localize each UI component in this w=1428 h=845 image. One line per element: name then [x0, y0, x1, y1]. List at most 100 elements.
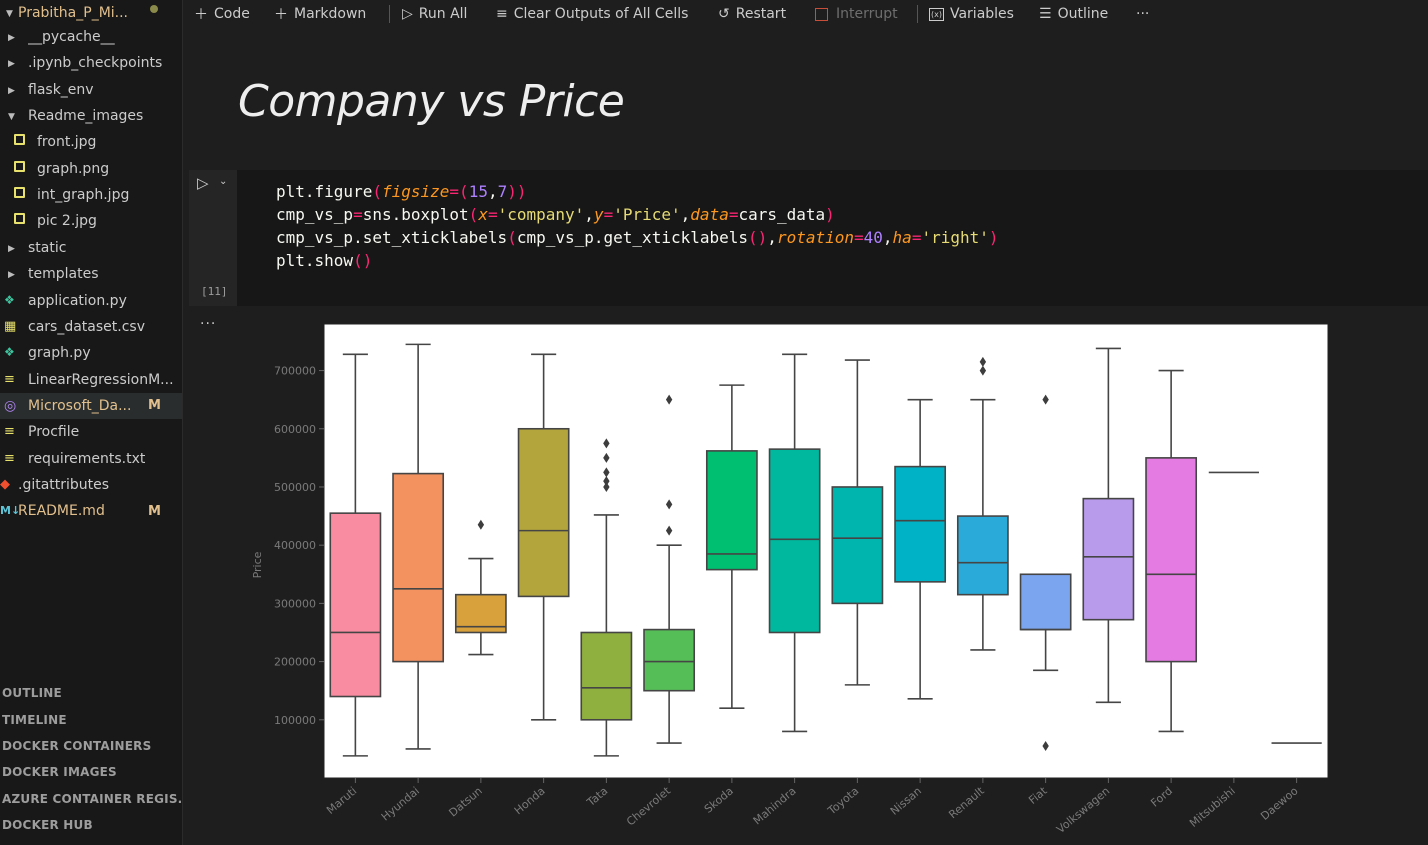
sidebar-pane-header[interactable]: DOCKER HUB: [2, 818, 93, 832]
explorer-item-label: pic 2.jpg: [37, 213, 97, 230]
stop-icon: [815, 7, 828, 21]
x-tick-label: Nissan: [888, 784, 924, 817]
explorer-item[interactable]: ≡ Procfile: [0, 419, 182, 445]
run-options-chevron-icon[interactable]: ⌄: [219, 176, 228, 187]
sidebar-pane-header[interactable]: DOCKER IMAGES: [2, 765, 117, 779]
box: [580, 631, 633, 721]
explorer-item[interactable]: ◆ .gitattributes: [0, 472, 182, 498]
output-more-button[interactable]: ···: [200, 316, 217, 332]
image-file-icon: [14, 187, 25, 201]
restart-button[interactable]: ↺ Restart: [718, 4, 786, 24]
explorer-item[interactable]: M↓ README.md M: [0, 498, 182, 524]
chevron-right-icon: ▶: [8, 33, 15, 43]
explorer-item-label: Microsoft_Da...: [28, 397, 132, 414]
git-modified-badge: M: [148, 503, 161, 519]
box: [705, 450, 758, 571]
x-tick-label: Ford: [1148, 784, 1175, 809]
explorer-item-label: Procfile: [28, 424, 80, 441]
variables-icon: (x): [929, 7, 944, 21]
code-line[interactable]: cmp_vs_p=sns.boxplot(x='company',y='Pric…: [276, 205, 835, 224]
x-tick-label: Renault: [946, 784, 987, 821]
more-actions-button[interactable]: ···: [1136, 6, 1150, 22]
explorer-item-label: front.jpg: [37, 134, 97, 151]
y-axis-label: Price: [251, 551, 264, 578]
outlier-point: [979, 365, 987, 376]
explorer-item-label: .ipynb_checkpoints: [28, 55, 163, 72]
run-all-button[interactable]: ▷ Run All: [402, 4, 467, 24]
outlier-point: [665, 525, 673, 536]
explorer-item[interactable]: ▶ static: [0, 235, 182, 261]
chevron-down-icon: ▼: [8, 112, 15, 123]
modified-dot-icon: [150, 5, 158, 13]
explorer-item-label: flask_env: [28, 81, 94, 98]
sidebar-pane-header[interactable]: AZURE CONTAINER REGIS...: [2, 792, 183, 806]
chevron-right-icon: ▶: [8, 270, 15, 281]
explorer-item[interactable]: ▶ templates: [0, 261, 182, 287]
explorer-item-label: README.md: [18, 503, 105, 520]
markdown-heading[interactable]: Company vs Price: [238, 76, 625, 127]
x-tick-label: Fiat: [1026, 784, 1050, 807]
box: [956, 515, 1009, 596]
run-cell-button[interactable]: ▷: [197, 174, 209, 192]
chevron-right-icon: ▶: [8, 59, 15, 70]
variables-button[interactable]: (x) Variables: [929, 4, 1014, 24]
explorer-item[interactable]: ▶ flask_env: [0, 77, 182, 103]
outlier-point: [665, 499, 673, 510]
toolbar-divider: [389, 5, 390, 23]
outlier-point: [603, 452, 610, 463]
toolbar-divider: [917, 5, 918, 23]
explorer-item-label: .gitattributes: [18, 476, 110, 493]
cell-gutter: [189, 170, 237, 306]
text-file-icon: ≡: [4, 424, 15, 440]
explorer-item-label: templates: [28, 266, 99, 283]
explorer-item[interactable]: ▦ cars_dataset.csv: [0, 314, 182, 340]
explorer-item[interactable]: ≡ requirements.txt: [0, 446, 182, 472]
explorer-item[interactable]: ▼ Readme_images: [0, 103, 182, 129]
explorer-item[interactable]: front.jpg: [0, 129, 182, 155]
python-file-icon: ❖: [4, 345, 15, 360]
explorer-item[interactable]: ▶ __pycache__: [0, 24, 182, 50]
y-tick-label: 200000: [274, 656, 316, 669]
csv-file-icon: ▦: [4, 318, 17, 334]
explorer-item[interactable]: pic 2.jpg: [0, 208, 182, 234]
workspace-header[interactable]: ▼ Prabitha_P_Mi...: [0, 0, 182, 26]
clear-outputs-button[interactable]: ≡ Clear Outputs of All Cells: [496, 4, 688, 24]
x-tick-label: Mitsubishi: [1187, 784, 1238, 830]
explorer-item[interactable]: int_graph.jpg: [0, 182, 182, 208]
explorer-item[interactable]: ▶ .ipynb_checkpoints: [0, 50, 182, 76]
explorer-item-label: __pycache__: [28, 29, 115, 45]
explorer-item[interactable]: ◎ Microsoft_Da... M: [0, 392, 182, 419]
sidebar-pane-header[interactable]: DOCKER CONTAINERS: [2, 739, 152, 753]
code-line[interactable]: plt.show(): [276, 251, 373, 270]
explorer-item[interactable]: ≡ LinearRegressionM...: [0, 367, 182, 393]
sidebar-pane-header[interactable]: TIMELINE: [2, 713, 67, 727]
image-file-icon: [14, 134, 25, 148]
outlier-point: [1042, 740, 1049, 751]
code-line[interactable]: cmp_vs_p.set_xticklabels(cmp_vs_p.get_xt…: [276, 228, 999, 247]
run-all-label: Run All: [418, 6, 468, 22]
code-editor[interactable]: [237, 170, 1428, 306]
add-code-button[interactable]: ＋ Code: [194, 4, 250, 24]
text-file-icon: ≡: [4, 371, 15, 387]
restart-icon: ↺: [718, 6, 730, 22]
outlier-point: [477, 519, 485, 530]
outlier-point: [603, 481, 610, 492]
git-modified-badge: M: [148, 398, 161, 414]
sidebar-pane-header[interactable]: OUTLINE: [2, 686, 62, 700]
box: [1145, 457, 1198, 663]
code-line[interactable]: plt.figure(figsize=(15,7)): [276, 182, 527, 201]
interrupt-button[interactable]: Interrupt: [815, 4, 898, 24]
outline-button[interactable]: ☰ Outline: [1039, 4, 1108, 24]
explorer-item[interactable]: ❖ application.py: [0, 288, 182, 314]
add-markdown-button[interactable]: ＋ Markdown: [274, 4, 366, 24]
chevron-right-icon: ▶: [8, 85, 15, 96]
explorer-item[interactable]: graph.png: [0, 156, 182, 182]
x-tick-label: Honda: [512, 784, 548, 817]
notebook-toolbar: ＋ Code ＋ Markdown ▷ Run All ≡ Clear Outputs …: [184, 0, 1428, 28]
outlier-point: [665, 394, 673, 405]
interrupt-label: Interrupt: [836, 6, 898, 22]
x-tick-label: Tata: [584, 784, 611, 809]
y-tick-label: 300000: [274, 597, 316, 610]
explorer-item-label: requirements.txt: [28, 450, 146, 467]
explorer-item[interactable]: ❖ graph.py: [0, 340, 182, 366]
